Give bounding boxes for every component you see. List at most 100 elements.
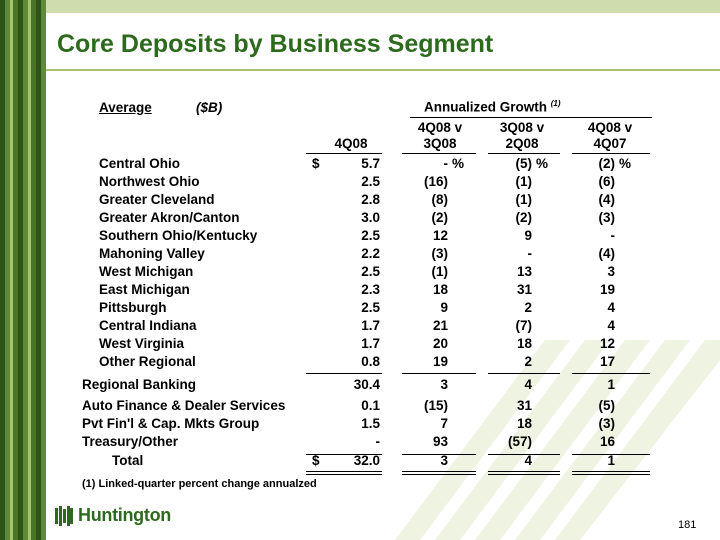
row-value-4q08: 1.5 <box>361 416 380 431</box>
row-label: Greater Akron/Canton <box>99 210 240 225</box>
row-label: Northwest Ohio <box>99 174 200 189</box>
row-dollar-sign: $ <box>312 453 320 468</box>
row-growth-3q08-v-2q08: 2 <box>524 300 532 315</box>
row-value-4q08: 1.7 <box>361 336 380 351</box>
row-value-4q08: 0.8 <box>361 354 380 369</box>
row-value-4q08: 3.0 <box>361 210 380 225</box>
row-label: Pvt Fin'l & Cap. Mkts Group <box>82 416 260 431</box>
row-label: Total <box>112 453 144 468</box>
row-growth-4q08-v-3q08: 21 <box>432 318 448 333</box>
row-growth-4q08-v-3q08: 3 <box>440 377 448 392</box>
row-growth-3q08-v-2q08: 18 <box>516 336 532 351</box>
row-growth-4q08-v-4q07: 19 <box>599 282 615 297</box>
header-annualized-growth: Annualized Growth (1) <box>424 99 561 115</box>
header-col3-bottom: 2Q08 <box>505 136 539 151</box>
row-label: Central Indiana <box>99 318 197 333</box>
row-growth-4q08-v-4q07: - <box>610 228 616 243</box>
header-col2-bottom: 3Q08 <box>423 136 457 151</box>
row-growth-3q08-v-2q08: (57) <box>507 434 532 449</box>
row-growth-3q08-v-2q08: 4 <box>524 377 532 392</box>
row-growth-4q08-v-3q08: 3 <box>440 453 448 468</box>
row-growth-4q08-v-4q07: 3 <box>607 264 615 279</box>
row-value-4q08: 2.5 <box>361 300 380 315</box>
row-percent-sign: % <box>619 156 632 171</box>
row-growth-4q08-v-4q07: 12 <box>599 336 615 351</box>
row-label: Southern Ohio/Kentucky <box>99 228 258 243</box>
huntington-logo: Huntington <box>55 505 171 526</box>
row-value-4q08: - <box>375 434 381 449</box>
row-label: Central Ohio <box>99 156 181 171</box>
row-label: West Michigan <box>99 264 194 279</box>
header-unit: ($B) <box>196 100 223 115</box>
row-growth-3q08-v-2q08: 4 <box>524 453 532 468</box>
row-growth-4q08-v-3q08: 19 <box>432 354 448 369</box>
row-growth-3q08-v-2q08: (7) <box>515 318 533 333</box>
row-dollar-sign: $ <box>312 156 320 171</box>
row-value-4q08: 2.2 <box>361 246 380 261</box>
header-average: Average <box>99 100 152 115</box>
top-band <box>46 0 720 13</box>
header-col3-top: 3Q08 v <box>499 120 545 135</box>
row-label: East Michigan <box>99 282 190 297</box>
row-growth-3q08-v-2q08: 2 <box>524 354 532 369</box>
header-col4-top: 4Q08 v <box>587 120 633 135</box>
row-growth-3q08-v-2q08: - <box>527 246 533 261</box>
row-value-4q08: 2.5 <box>361 174 380 189</box>
row-growth-3q08-v-2q08: (5) <box>515 156 533 171</box>
row-growth-4q08-v-3q08: (15) <box>423 398 448 413</box>
row-value-4q08: 2.8 <box>361 192 380 207</box>
row-growth-4q08-v-3q08: 7 <box>440 416 448 431</box>
footnote: (1) Linked-quarter percent change annual… <box>82 478 317 490</box>
row-growth-4q08-v-3q08: (3) <box>431 246 449 261</box>
row-growth-4q08-v-3q08: 9 <box>440 300 448 315</box>
row-percent-sign: % <box>452 156 465 171</box>
row-growth-4q08-v-4q07: (5) <box>598 398 616 413</box>
row-growth-3q08-v-2q08: 9 <box>524 228 532 243</box>
row-value-4q08: 0.1 <box>361 398 380 413</box>
row-growth-4q08-v-4q07: 4 <box>607 300 615 315</box>
row-label: Regional Banking <box>82 377 197 392</box>
row-growth-3q08-v-2q08: 13 <box>516 264 532 279</box>
row-growth-4q08-v-4q07: (3) <box>598 210 616 225</box>
header-col2-top: 4Q08 v <box>417 120 463 135</box>
page-number: 181 <box>678 519 697 531</box>
row-growth-3q08-v-2q08: (2) <box>515 210 533 225</box>
huntington-logo-text: Huntington <box>78 505 171 525</box>
row-growth-4q08-v-4q07: 17 <box>599 354 615 369</box>
row-growth-4q08-v-3q08: 12 <box>432 228 448 243</box>
row-growth-4q08-v-3q08: (16) <box>423 174 448 189</box>
row-growth-4q08-v-3q08: (2) <box>431 210 449 225</box>
row-value-4q08: 5.7 <box>361 156 380 171</box>
row-growth-4q08-v-4q07: (4) <box>598 192 616 207</box>
row-growth-3q08-v-2q08: (1) <box>515 192 533 207</box>
page-title: Core Deposits by Business Segment <box>57 30 494 58</box>
row-growth-4q08-v-3q08: (1) <box>431 264 449 279</box>
title-divider <box>46 69 720 71</box>
left-decorative-stripe <box>0 0 46 540</box>
row-growth-4q08-v-4q07: 16 <box>599 434 615 449</box>
header-col1: 4Q08 <box>334 136 368 151</box>
row-growth-4q08-v-3q08: (8) <box>431 192 449 207</box>
row-growth-4q08-v-3q08: 20 <box>432 336 448 351</box>
row-growth-3q08-v-2q08: 18 <box>516 416 532 431</box>
row-growth-4q08-v-4q07: (6) <box>598 174 616 189</box>
row-value-4q08: 2.5 <box>361 228 380 243</box>
row-label: Other Regional <box>99 354 196 369</box>
row-label: Pittsburgh <box>99 300 167 315</box>
huntington-logo-icon <box>55 505 73 526</box>
row-growth-3q08-v-2q08: 31 <box>516 398 532 413</box>
row-label: Treasury/Other <box>82 434 179 449</box>
row-percent-sign: % <box>536 156 549 171</box>
row-growth-3q08-v-2q08: (1) <box>515 174 533 189</box>
row-growth-3q08-v-2q08: 31 <box>516 282 532 297</box>
row-growth-4q08-v-4q07: (4) <box>598 246 616 261</box>
row-value-4q08: 30.4 <box>353 377 380 392</box>
row-growth-4q08-v-3q08: - <box>443 156 449 171</box>
logo-watermark <box>395 340 720 540</box>
row-growth-4q08-v-3q08: 18 <box>432 282 448 297</box>
row-growth-4q08-v-4q07: (3) <box>598 416 616 431</box>
row-label: Auto Finance & Dealer Services <box>82 398 286 413</box>
row-growth-4q08-v-4q07: (2) <box>598 156 616 171</box>
row-label: Mahoning Valley <box>99 246 205 261</box>
header-col4-bottom: 4Q07 <box>593 136 627 151</box>
